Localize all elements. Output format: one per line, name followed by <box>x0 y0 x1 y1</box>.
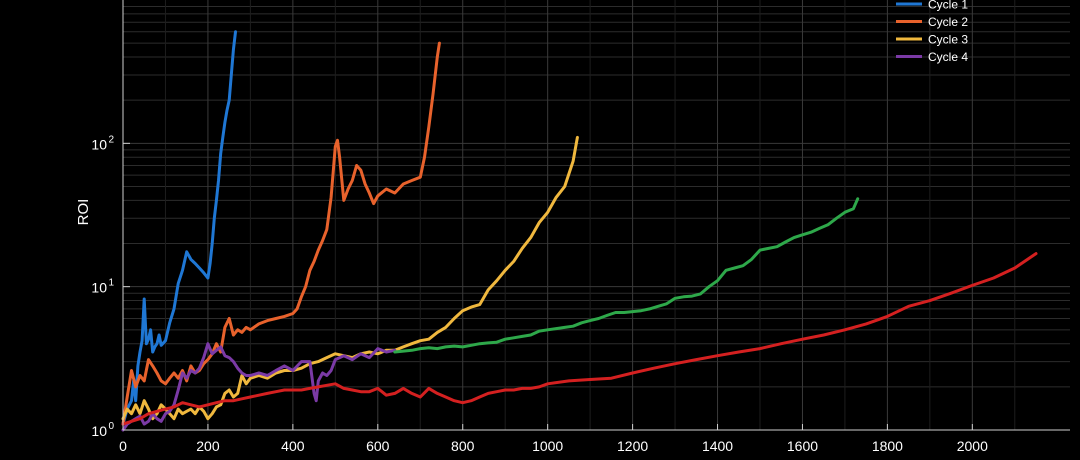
x-tick-label: 0 <box>119 438 127 454</box>
axes-layer <box>122 0 1070 431</box>
y-tick-label: 10 <box>91 280 107 296</box>
cycle-1-line <box>121 30 237 426</box>
y-tick-label: 10 <box>91 136 107 152</box>
x-tick-label: 1000 <box>532 438 563 454</box>
x-tick-label: 400 <box>281 438 305 454</box>
series-layer <box>121 30 1038 432</box>
cycle-4-line <box>121 342 397 432</box>
cycle-3-line <box>121 135 579 421</box>
legend-label-cycle-4: Cycle 4 <box>928 50 968 64</box>
y-tick-exponent: 0 <box>108 421 114 432</box>
legend-label-cycle-3: Cycle 3 <box>928 33 968 47</box>
y-tick-exponent: 2 <box>108 134 114 145</box>
cycle-2-line <box>121 41 441 426</box>
x-tick-label: 2000 <box>957 438 988 454</box>
y-tick-label: 10 <box>91 423 107 439</box>
x-tick-label: 1400 <box>702 438 733 454</box>
y-tick-exponent: 1 <box>108 278 114 289</box>
legend-label-cycle-2: Cycle 2 <box>928 15 968 29</box>
series-5-line <box>393 197 860 354</box>
x-tick-label: 1200 <box>617 438 648 454</box>
y-axis-title: ROI <box>75 199 92 226</box>
legend: Cycle 1 Cycle 2 Cycle 3 Cycle 4 <box>896 0 968 64</box>
x-tick-label: 1600 <box>787 438 818 454</box>
series-6-line <box>121 252 1038 426</box>
x-tick-label: 800 <box>451 438 475 454</box>
x-tick-labels: 0 200 400 600 800 1000 1200 1400 1600 1800 2000 <box>119 438 988 454</box>
x-tick-label: 1800 <box>872 438 903 454</box>
x-tick-label: 200 <box>196 438 220 454</box>
legend-label-cycle-1: Cycle 1 <box>928 0 968 12</box>
x-tick-label: 600 <box>366 438 390 454</box>
